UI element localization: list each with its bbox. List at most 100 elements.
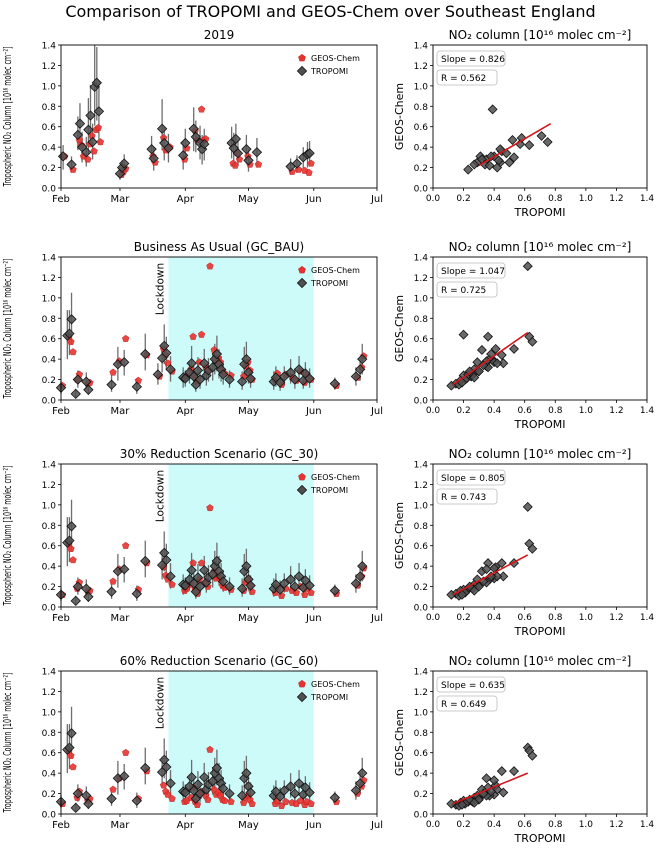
geos-chem-point: [67, 751, 75, 759]
x-tick-label: Jun: [305, 194, 322, 205]
legend-tropomi-label: TROPOMI: [310, 67, 348, 76]
legend-gc-marker: [298, 265, 306, 274]
r-label: R = 0.649: [441, 700, 487, 710]
tropomi-point: [245, 373, 256, 384]
tropomi-point: [194, 788, 206, 799]
scatter-x-label: TROPOMI: [513, 832, 565, 845]
tropomi-point: [165, 778, 176, 789]
x-tick-label: Apr: [177, 194, 195, 205]
y-tick-label: 1.2: [414, 274, 428, 284]
slope-label: Slope = 1.047: [441, 267, 505, 277]
r-label: R = 0.743: [441, 493, 486, 503]
y-tick-label: 0.8: [414, 729, 429, 739]
y-tick-label: 0.8: [414, 103, 429, 113]
y-tick-label: 0.2: [42, 164, 56, 174]
geos-chem-point: [248, 799, 256, 807]
x-tick-label: 0.0: [426, 613, 441, 623]
tropomi-point: [87, 136, 98, 148]
y-tick-label: 0.0: [42, 397, 57, 407]
tropomi-point: [106, 586, 117, 597]
tropomi-point: [81, 583, 92, 594]
x-tick-label: 1.2: [609, 820, 623, 830]
x-tick-label: Jul: [370, 613, 383, 624]
legend-tropomi-marker: [296, 277, 308, 289]
y-tick-label: 0.4: [414, 563, 429, 573]
scatter-point: [486, 151, 497, 162]
scatter-point: [481, 773, 492, 784]
scatter-point: [492, 162, 503, 173]
x-tick-label: Apr: [177, 820, 195, 831]
x-tick-label: 0.4: [487, 194, 502, 204]
y-tick-label: 0.2: [414, 164, 428, 174]
y-tick-label: 0.2: [414, 376, 428, 386]
legend-gc-marker: [298, 53, 306, 62]
y-tick-label: 0.2: [42, 790, 56, 800]
y-tick-label: 1.4: [42, 42, 57, 52]
tropomi-point: [245, 580, 256, 591]
y-tick-label: 0.8: [414, 522, 429, 532]
plot-frame: [432, 44, 648, 189]
geos-chem-point: [231, 161, 239, 169]
y-tick-label: 0.8: [42, 315, 57, 325]
geos-chem-point: [221, 796, 229, 804]
y-tick-label: 1.2: [414, 62, 428, 72]
scatter-title: NO₂ column [10¹⁶ molec cm⁻²]: [449, 654, 632, 668]
x-tick-label: 0.2: [456, 820, 470, 830]
tropomi-point: [211, 348, 223, 360]
tropomi-point: [146, 144, 157, 155]
y-axis-label: Tropospheric NO₂ Column [10¹⁶ molec cm⁻²…: [2, 259, 14, 400]
x-tick-label: Mar: [111, 820, 131, 831]
y-tick-label: 1.0: [42, 82, 57, 92]
tropomi-point: [291, 158, 303, 169]
tropomi-point: [66, 314, 77, 325]
geos-chem-point: [307, 159, 315, 167]
y-tick-label: 1.0: [414, 708, 429, 718]
tropomi-point: [57, 151, 69, 162]
scatter-point: [522, 261, 533, 272]
scatter-panel: NO₂ column [10¹⁶ molec cm⁻²] 0.00.0 0.2 0.2…: [393, 28, 654, 219]
geos-chem-point: [206, 745, 214, 753]
scatter-point: [527, 336, 538, 347]
tropomi-point: [251, 147, 263, 158]
scatter-point: [496, 558, 507, 569]
y-tick-label: 0.4: [42, 770, 57, 780]
geos-chem-point: [122, 748, 130, 756]
tropomi-point: [199, 565, 210, 576]
y-tick-label: 1.4: [42, 668, 57, 678]
panel-title: Business As Usual (GC_BAU): [134, 240, 304, 254]
y-axis-label: Tropospheric NO₂ Column [10¹⁶ molec cm⁻²…: [2, 673, 14, 814]
tropomi-point: [293, 364, 305, 375]
tropomi-point: [285, 781, 296, 792]
tropomi-point: [66, 521, 77, 532]
tropomi-point: [350, 371, 362, 382]
tropomi-point: [81, 376, 92, 387]
x-tick-label: May: [238, 406, 259, 417]
tropomi-point: [304, 373, 315, 384]
scatter-point: [469, 159, 480, 170]
regression-line: [452, 772, 529, 805]
scatter-point: [476, 344, 487, 355]
tropomi-point: [243, 155, 254, 166]
tropomi-point: [354, 364, 366, 375]
x-tick-label: May: [238, 613, 259, 624]
tropomi-point: [152, 369, 164, 380]
scatter-point: [469, 372, 480, 383]
tropomi-point: [131, 381, 143, 392]
y-tick-label: 1.0: [414, 501, 429, 511]
scatter-point: [457, 589, 468, 600]
geos-chem-point: [109, 577, 117, 585]
x-tick-label: 0.8: [548, 194, 563, 204]
y-tick-label: 0.4: [414, 770, 429, 780]
tropomi-point: [192, 365, 204, 376]
panel-title: 60% Reduction Scenario (GC_60): [120, 654, 319, 668]
tropomi-point: [241, 144, 252, 155]
y-tick-label: 1.0: [42, 501, 57, 511]
y-tick-label: 1.2: [414, 688, 428, 698]
tropomi-point: [304, 787, 315, 798]
slope-label: Slope = 0.635: [441, 681, 505, 691]
r-box: [436, 281, 498, 298]
tropomi-point: [329, 792, 341, 803]
geos-chem-point: [197, 105, 206, 113]
geos-chem-point: [301, 590, 309, 598]
scatter-panel: NO₂ column [10¹⁶ molec cm⁻²] 0.00.0 0.2 0.2…: [393, 240, 654, 431]
